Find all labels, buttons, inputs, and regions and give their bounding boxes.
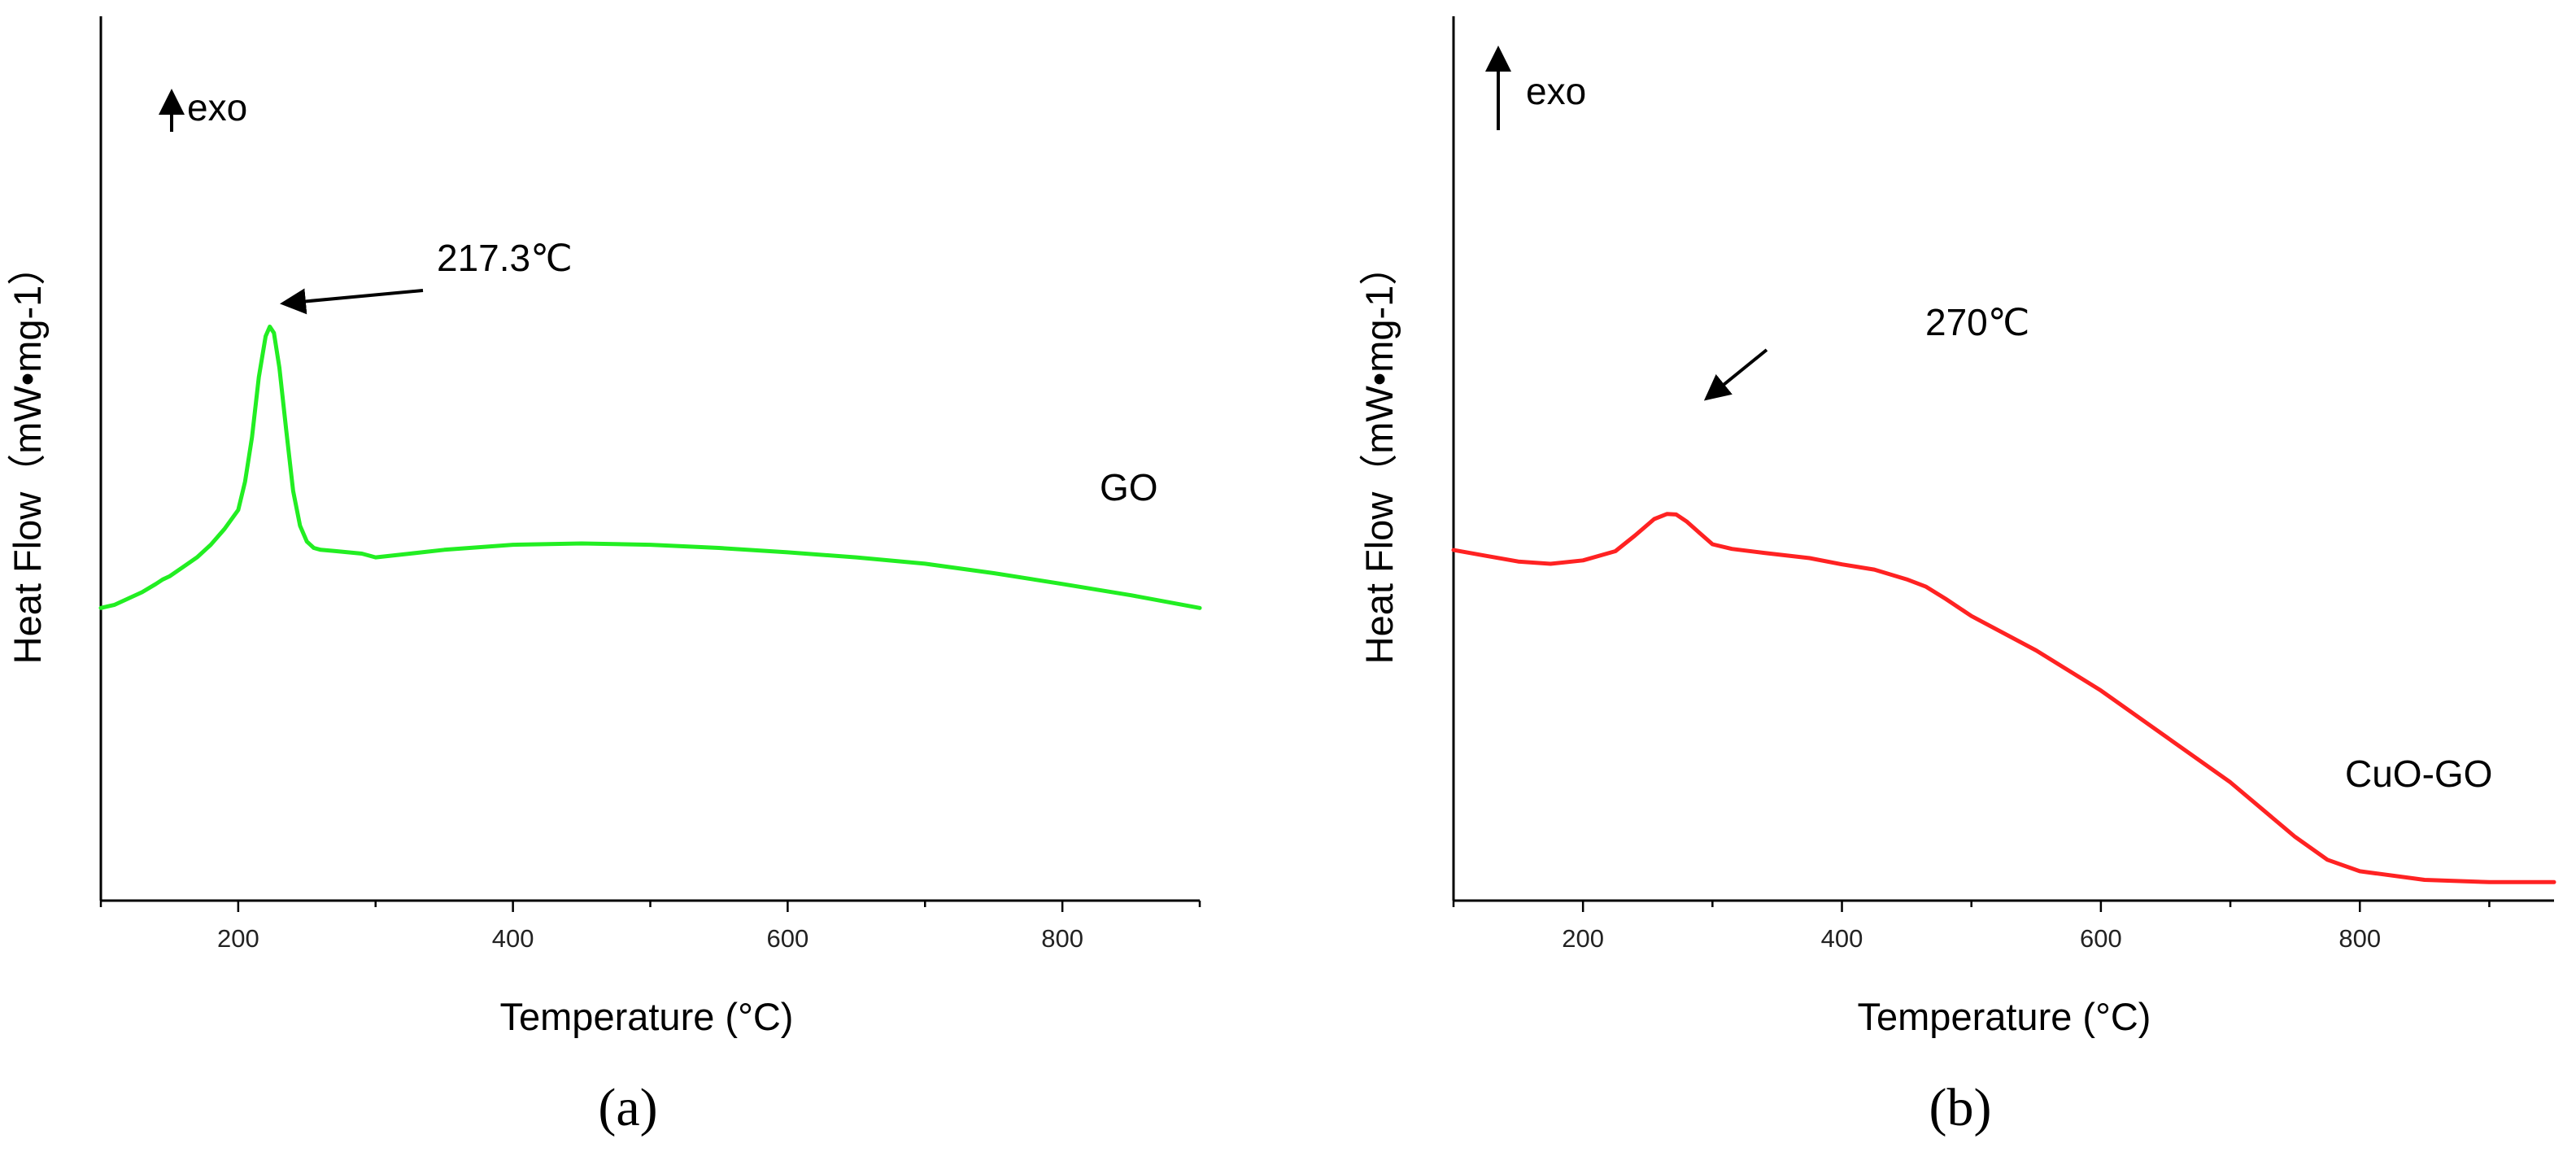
x-axis-title-a: Temperature (°C) — [500, 995, 794, 1038]
y-axis-title-a: Heat Flow（mW•mg-1） — [6, 247, 49, 665]
x-tick-label: 800 — [1041, 924, 1083, 953]
chart-panel-a: 200 400 600 800 GO 217.3℃ exo Temperature (… — [6, 16, 1202, 1137]
peak-annotation-a: 217.3℃ — [437, 237, 573, 279]
chart-panel-b: 200 400 600 800 CuO-GO 270℃ exo Temperature… — [1358, 16, 2556, 1137]
series-line-cuo-go — [1451, 512, 2556, 884]
y-axis-title-b: Heat Flow（mW•mg-1） — [1358, 247, 1401, 665]
panel-label-b: (b) — [1929, 1078, 1992, 1137]
x-tick-label: 400 — [1821, 924, 1863, 953]
x-ticks: 200 400 600 800 — [1452, 901, 2491, 953]
peak-annotation-b: 270℃ — [1925, 301, 2029, 343]
x-tick-label: 600 — [767, 924, 809, 953]
x-tick-label: 200 — [217, 924, 259, 953]
x-tick-label: 800 — [2338, 924, 2381, 953]
panel-label-a: (a) — [598, 1078, 657, 1137]
peak-arrow — [280, 288, 424, 315]
x-ticks: 200 400 600 800 — [99, 901, 1201, 953]
exo-label-a: exo — [187, 86, 247, 129]
series-label-cuo-go: CuO-GO — [2345, 753, 2492, 795]
exo-label-b: exo — [1526, 70, 1586, 112]
x-tick-label: 400 — [492, 924, 534, 953]
peak-arrow — [1703, 348, 1768, 401]
x-tick-label: 600 — [2080, 924, 2122, 953]
series-label-go: GO — [1100, 466, 1158, 508]
x-axis-title-b: Temperature (°C) — [1858, 995, 2151, 1038]
series-line-go — [98, 325, 1202, 610]
x-tick-label: 200 — [1562, 924, 1604, 953]
